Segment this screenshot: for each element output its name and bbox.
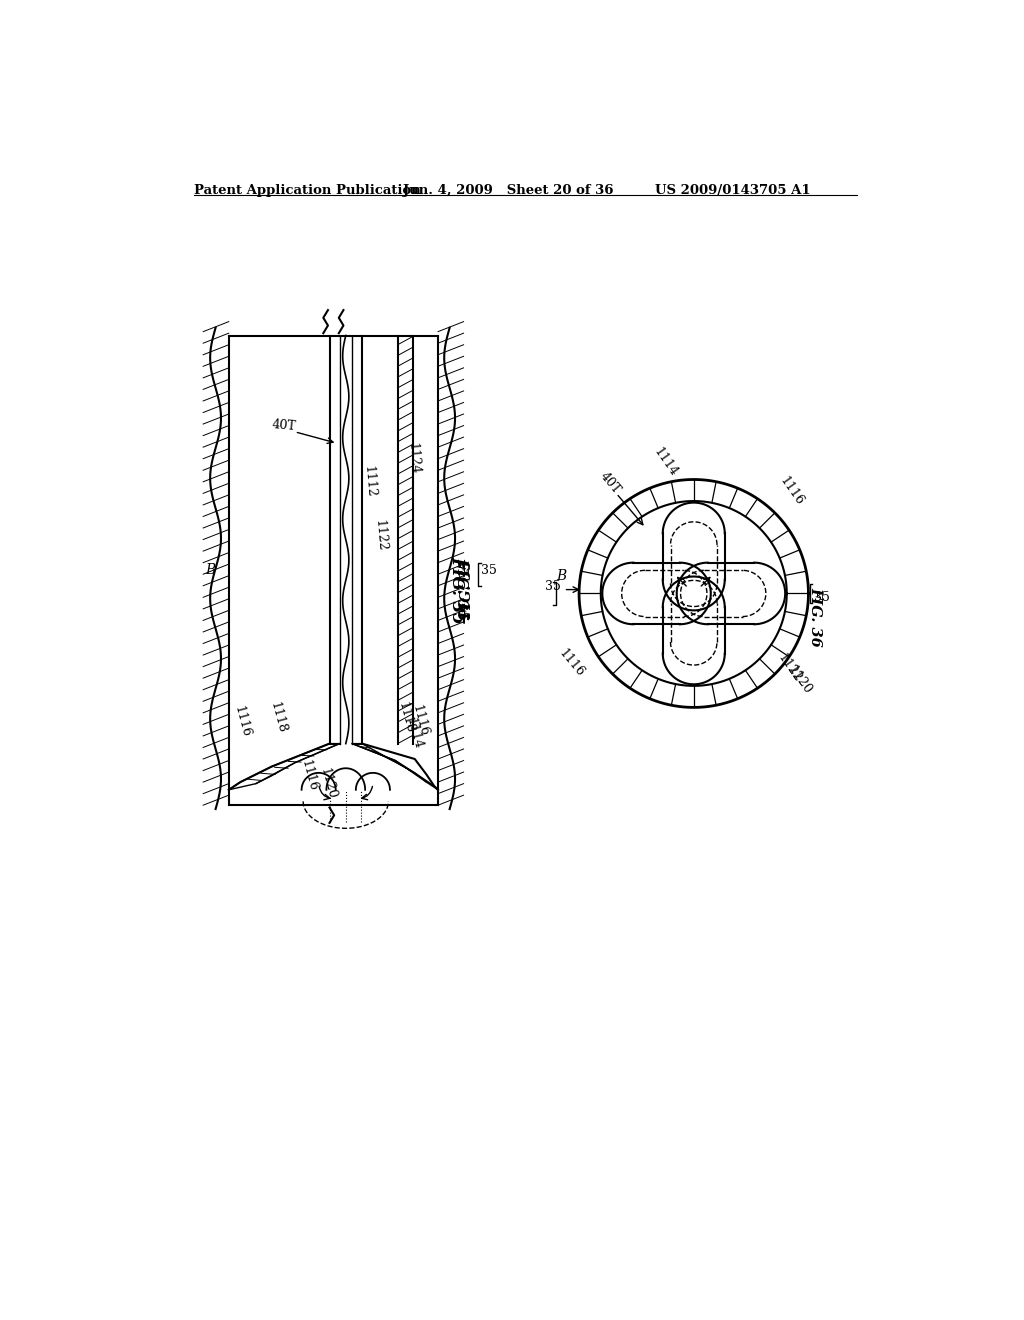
Text: FIG. 36: FIG. 36: [808, 586, 822, 647]
Text: B: B: [556, 569, 566, 582]
Text: 1114: 1114: [651, 446, 680, 479]
Text: US 2009/0143705 A1: US 2009/0143705 A1: [655, 183, 811, 197]
Text: Jun. 4, 2009   Sheet 20 of 36: Jun. 4, 2009 Sheet 20 of 36: [403, 183, 613, 197]
Text: 1122: 1122: [373, 519, 388, 552]
Text: 1114: 1114: [403, 717, 424, 751]
Text: Patent Application Publication: Patent Application Publication: [194, 183, 421, 197]
Text: B: B: [206, 564, 216, 577]
Text: 40T: 40T: [597, 470, 623, 496]
Text: 1116: 1116: [231, 705, 252, 739]
Text: 35: 35: [480, 564, 497, 577]
Text: 35: 35: [814, 591, 829, 605]
Text: 1116: 1116: [299, 759, 319, 793]
Text: 35: 35: [545, 579, 561, 593]
Text: 1122: 1122: [775, 652, 804, 685]
Text: 1116: 1116: [777, 474, 807, 508]
Text: 1118: 1118: [267, 701, 289, 735]
Text: 1124: 1124: [406, 442, 421, 475]
Text: 1118: 1118: [395, 701, 416, 735]
Text: 1120: 1120: [785, 663, 814, 697]
Text: FIG. 35: FIG. 35: [461, 560, 474, 619]
Text: 1120: 1120: [317, 767, 339, 800]
Text: 1116: 1116: [556, 647, 587, 680]
Text: 1116: 1116: [410, 704, 430, 738]
Text: 1112: 1112: [361, 466, 378, 498]
Text: FIG. 35: FIG. 35: [455, 558, 468, 620]
Text: 40T: 40T: [271, 418, 297, 433]
Text: FIG. 35: FIG. 35: [449, 556, 465, 623]
